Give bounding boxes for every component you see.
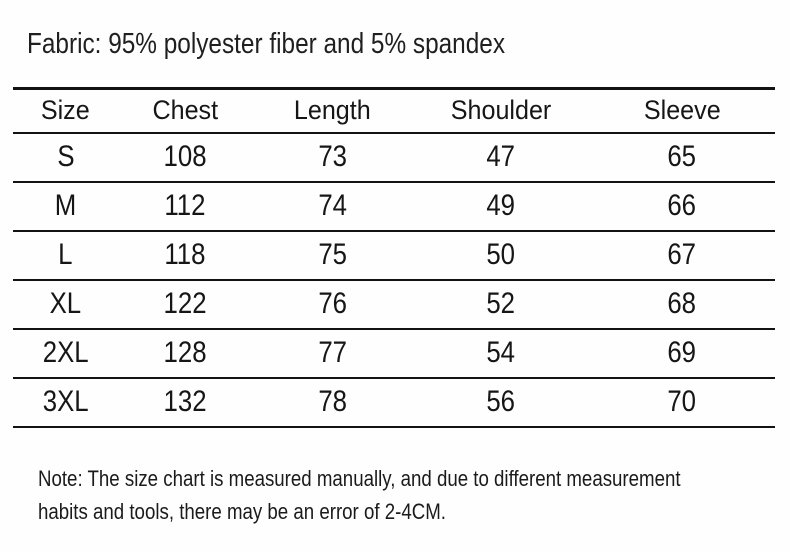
column-header-sleeve: Sleeve [643,95,721,126]
cell-sleeve: 65 [667,140,697,173]
cell-length: 73 [317,140,347,173]
table-row-m: M 112 74 49 66 [13,182,775,231]
cell-shoulder: 54 [486,336,516,369]
cell-shoulder: 56 [486,385,516,418]
cell-size: 3XL [42,385,89,418]
cell-size: S [56,140,75,173]
cell-size: L [58,238,73,271]
cell-sleeve: 68 [667,287,697,320]
cell-sleeve: 70 [667,385,697,418]
cell-chest: 132 [163,385,207,418]
note-line-1: Note: The size chart is measured manuall… [38,466,681,491]
table-row-l: L 118 75 50 67 [13,231,775,280]
cell-shoulder: 50 [486,238,516,271]
cell-chest: 128 [163,336,207,369]
cell-chest: 108 [163,140,207,173]
column-header-shoulder: Shoulder [450,95,551,126]
cell-sleeve: 66 [667,189,697,222]
table-row-xl: XL 122 76 52 68 [13,280,775,329]
size-chart-body: S 108 73 47 65 M 112 74 49 66 L 118 75 5… [13,133,775,427]
fabric-composition-text: Fabric: 95% polyester fiber and 5% spand… [27,28,505,60]
cell-size: 2XL [42,336,89,369]
cell-sleeve: 69 [667,336,697,369]
cell-length: 77 [317,336,347,369]
note-line-2: habits and tools, there may be an error … [38,499,446,524]
cell-size: M [54,189,77,222]
cell-shoulder: 52 [486,287,516,320]
size-chart-table: Size Chest Length Shoulder Sleeve S 108 … [13,87,775,428]
column-header-length: Length [293,95,371,126]
cell-chest: 118 [164,238,206,271]
cell-shoulder: 49 [486,189,516,222]
table-row-3xl: 3XL 132 78 56 70 [13,378,775,427]
cell-shoulder: 47 [486,140,516,173]
cell-chest: 112 [164,189,206,222]
cell-sleeve: 67 [667,238,697,271]
cell-length: 78 [317,385,347,418]
cell-length: 76 [317,287,347,320]
cell-length: 75 [317,238,347,271]
measurement-note: Note: The size chart is measured manuall… [38,462,681,528]
size-chart-header: Size Chest Length Shoulder Sleeve [13,88,775,133]
column-header-size: Size [41,95,90,126]
cell-length: 74 [317,189,347,222]
table-row-2xl: 2XL 128 77 54 69 [13,329,775,378]
table-row-s: S 108 73 47 65 [13,133,775,182]
column-header-chest: Chest [152,95,218,126]
cell-size: XL [49,287,82,320]
cell-chest: 122 [163,287,207,320]
header-row: Size Chest Length Shoulder Sleeve [13,88,775,133]
